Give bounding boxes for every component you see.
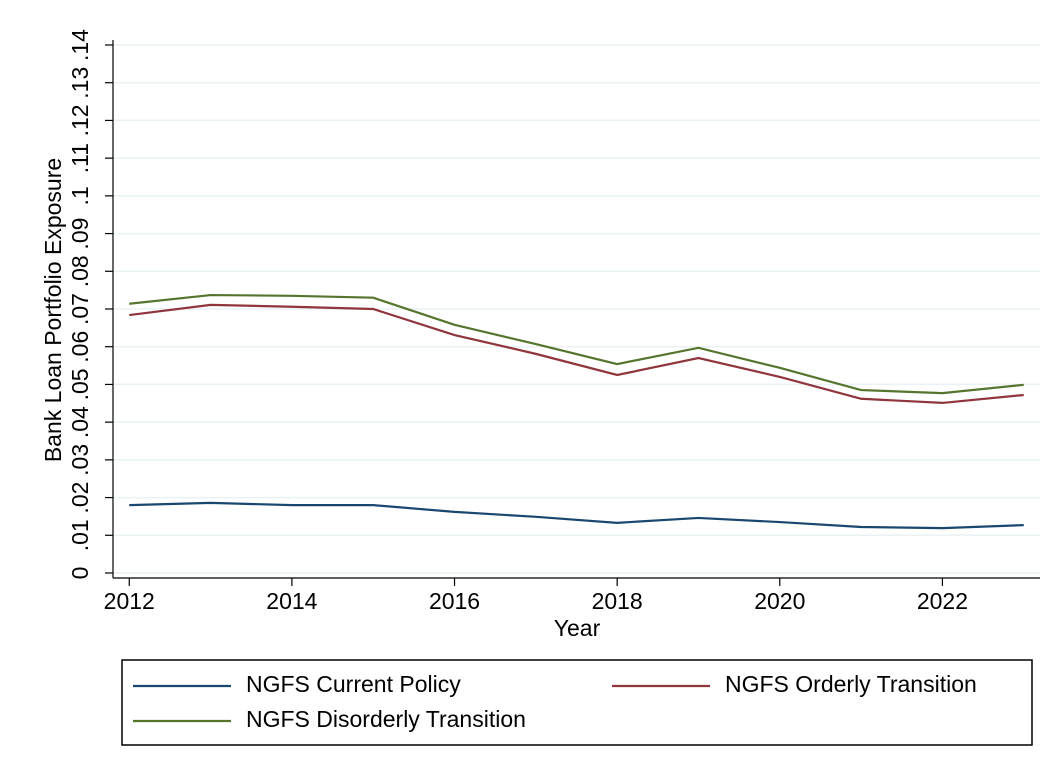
y-tick-label: .03 [67,444,93,476]
x-tick-label: 2014 [266,588,317,614]
x-tick-label: 2020 [754,588,805,614]
x-tick-label: 2012 [104,588,155,614]
y-tick-label: .1 [67,186,93,205]
legend-label: NGFS Orderly Transition [725,671,977,697]
y-tick-label: .01 [67,519,93,551]
series-line [129,501,1024,530]
x-tick-label: 2022 [917,588,968,614]
y-tick-label: .13 [67,67,93,99]
y-tick-label: .14 [67,29,93,61]
x-tick-label: 2016 [429,588,480,614]
y-tick-label: .04 [67,406,93,438]
y-tick-label: .02 [67,482,93,514]
y-tick-label: .06 [67,331,93,363]
x-tick-label: 2018 [592,588,643,614]
x-axis-label: Year [554,615,601,641]
series-line [129,293,1024,395]
series-line [129,303,1024,405]
y-tick-label: .08 [67,255,93,287]
y-tick-label: .09 [67,218,93,250]
legend-label: NGFS Current Policy [246,671,461,697]
y-tick-label: .12 [67,104,93,136]
legend-box [121,659,1033,746]
legend-label: NGFS Disorderly Transition [246,706,526,732]
y-tick-label: 0 [67,567,93,580]
y-axis-label: Bank Loan Portfolio Exposure [40,158,66,462]
y-tick-label: .05 [67,368,93,400]
y-tick-label: .07 [67,293,93,325]
y-tick-label: .11 [67,143,93,173]
